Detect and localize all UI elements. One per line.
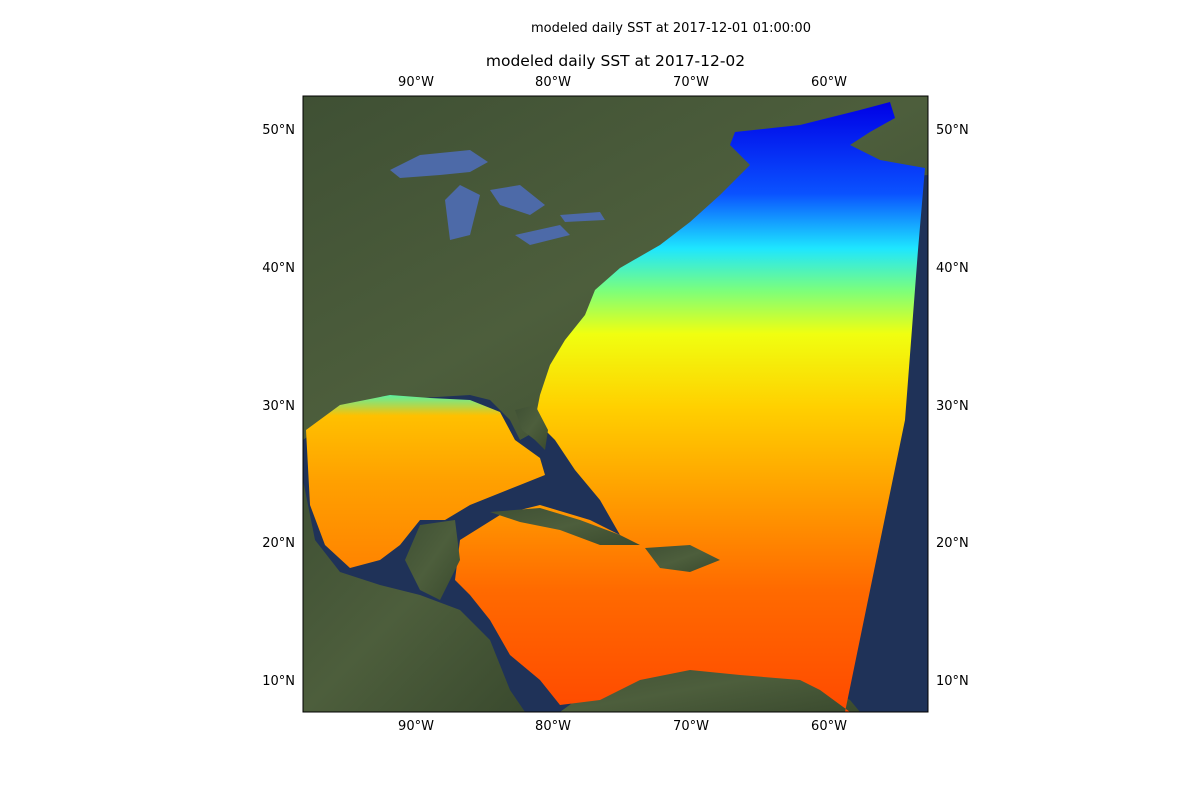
lat-tick-left: 10°N (262, 674, 295, 689)
lon-tick-top: 80°W (535, 75, 571, 90)
map-title: modeled daily SST at 2017-12-02 (485, 52, 746, 70)
lon-tick-bottom: 60°W (811, 719, 847, 734)
land-mass (303, 96, 928, 440)
great-lakes (390, 150, 605, 245)
lon-tick-bottom: 80°W (535, 719, 571, 734)
sst-gulf-of-mexico (306, 395, 545, 568)
lat-tick-right: 40°N (936, 261, 969, 276)
lat-tick-left: 40°N (262, 261, 295, 276)
lon-tick-bottom: 90°W (398, 719, 434, 734)
lat-tick-right: 10°N (936, 674, 969, 689)
lat-tick-left: 30°N (262, 399, 295, 414)
land-cuba (490, 508, 640, 545)
lat-tick-right: 20°N (936, 536, 969, 551)
land-hispaniola (645, 545, 720, 572)
lat-tick-left: 50°N (262, 123, 295, 138)
sst-atlantic (455, 102, 925, 712)
land-mexico-central-america (303, 480, 525, 712)
lon-tick-top: 70°W (673, 75, 709, 90)
lon-tick-top: 60°W (811, 75, 847, 90)
lat-tick-right: 50°N (936, 123, 969, 138)
land-florida (515, 405, 548, 450)
lon-tick-bottom: 70°W (673, 719, 709, 734)
lat-tick-right: 30°N (936, 399, 969, 414)
lon-tick-top: 90°W (398, 75, 434, 90)
lat-tick-left: 20°N (262, 536, 295, 551)
map-frame (302, 95, 929, 713)
figure-suptitle: modeled daily SST at 2017-12-01 01:00:00 (531, 21, 811, 36)
land-yucatan (405, 520, 460, 600)
